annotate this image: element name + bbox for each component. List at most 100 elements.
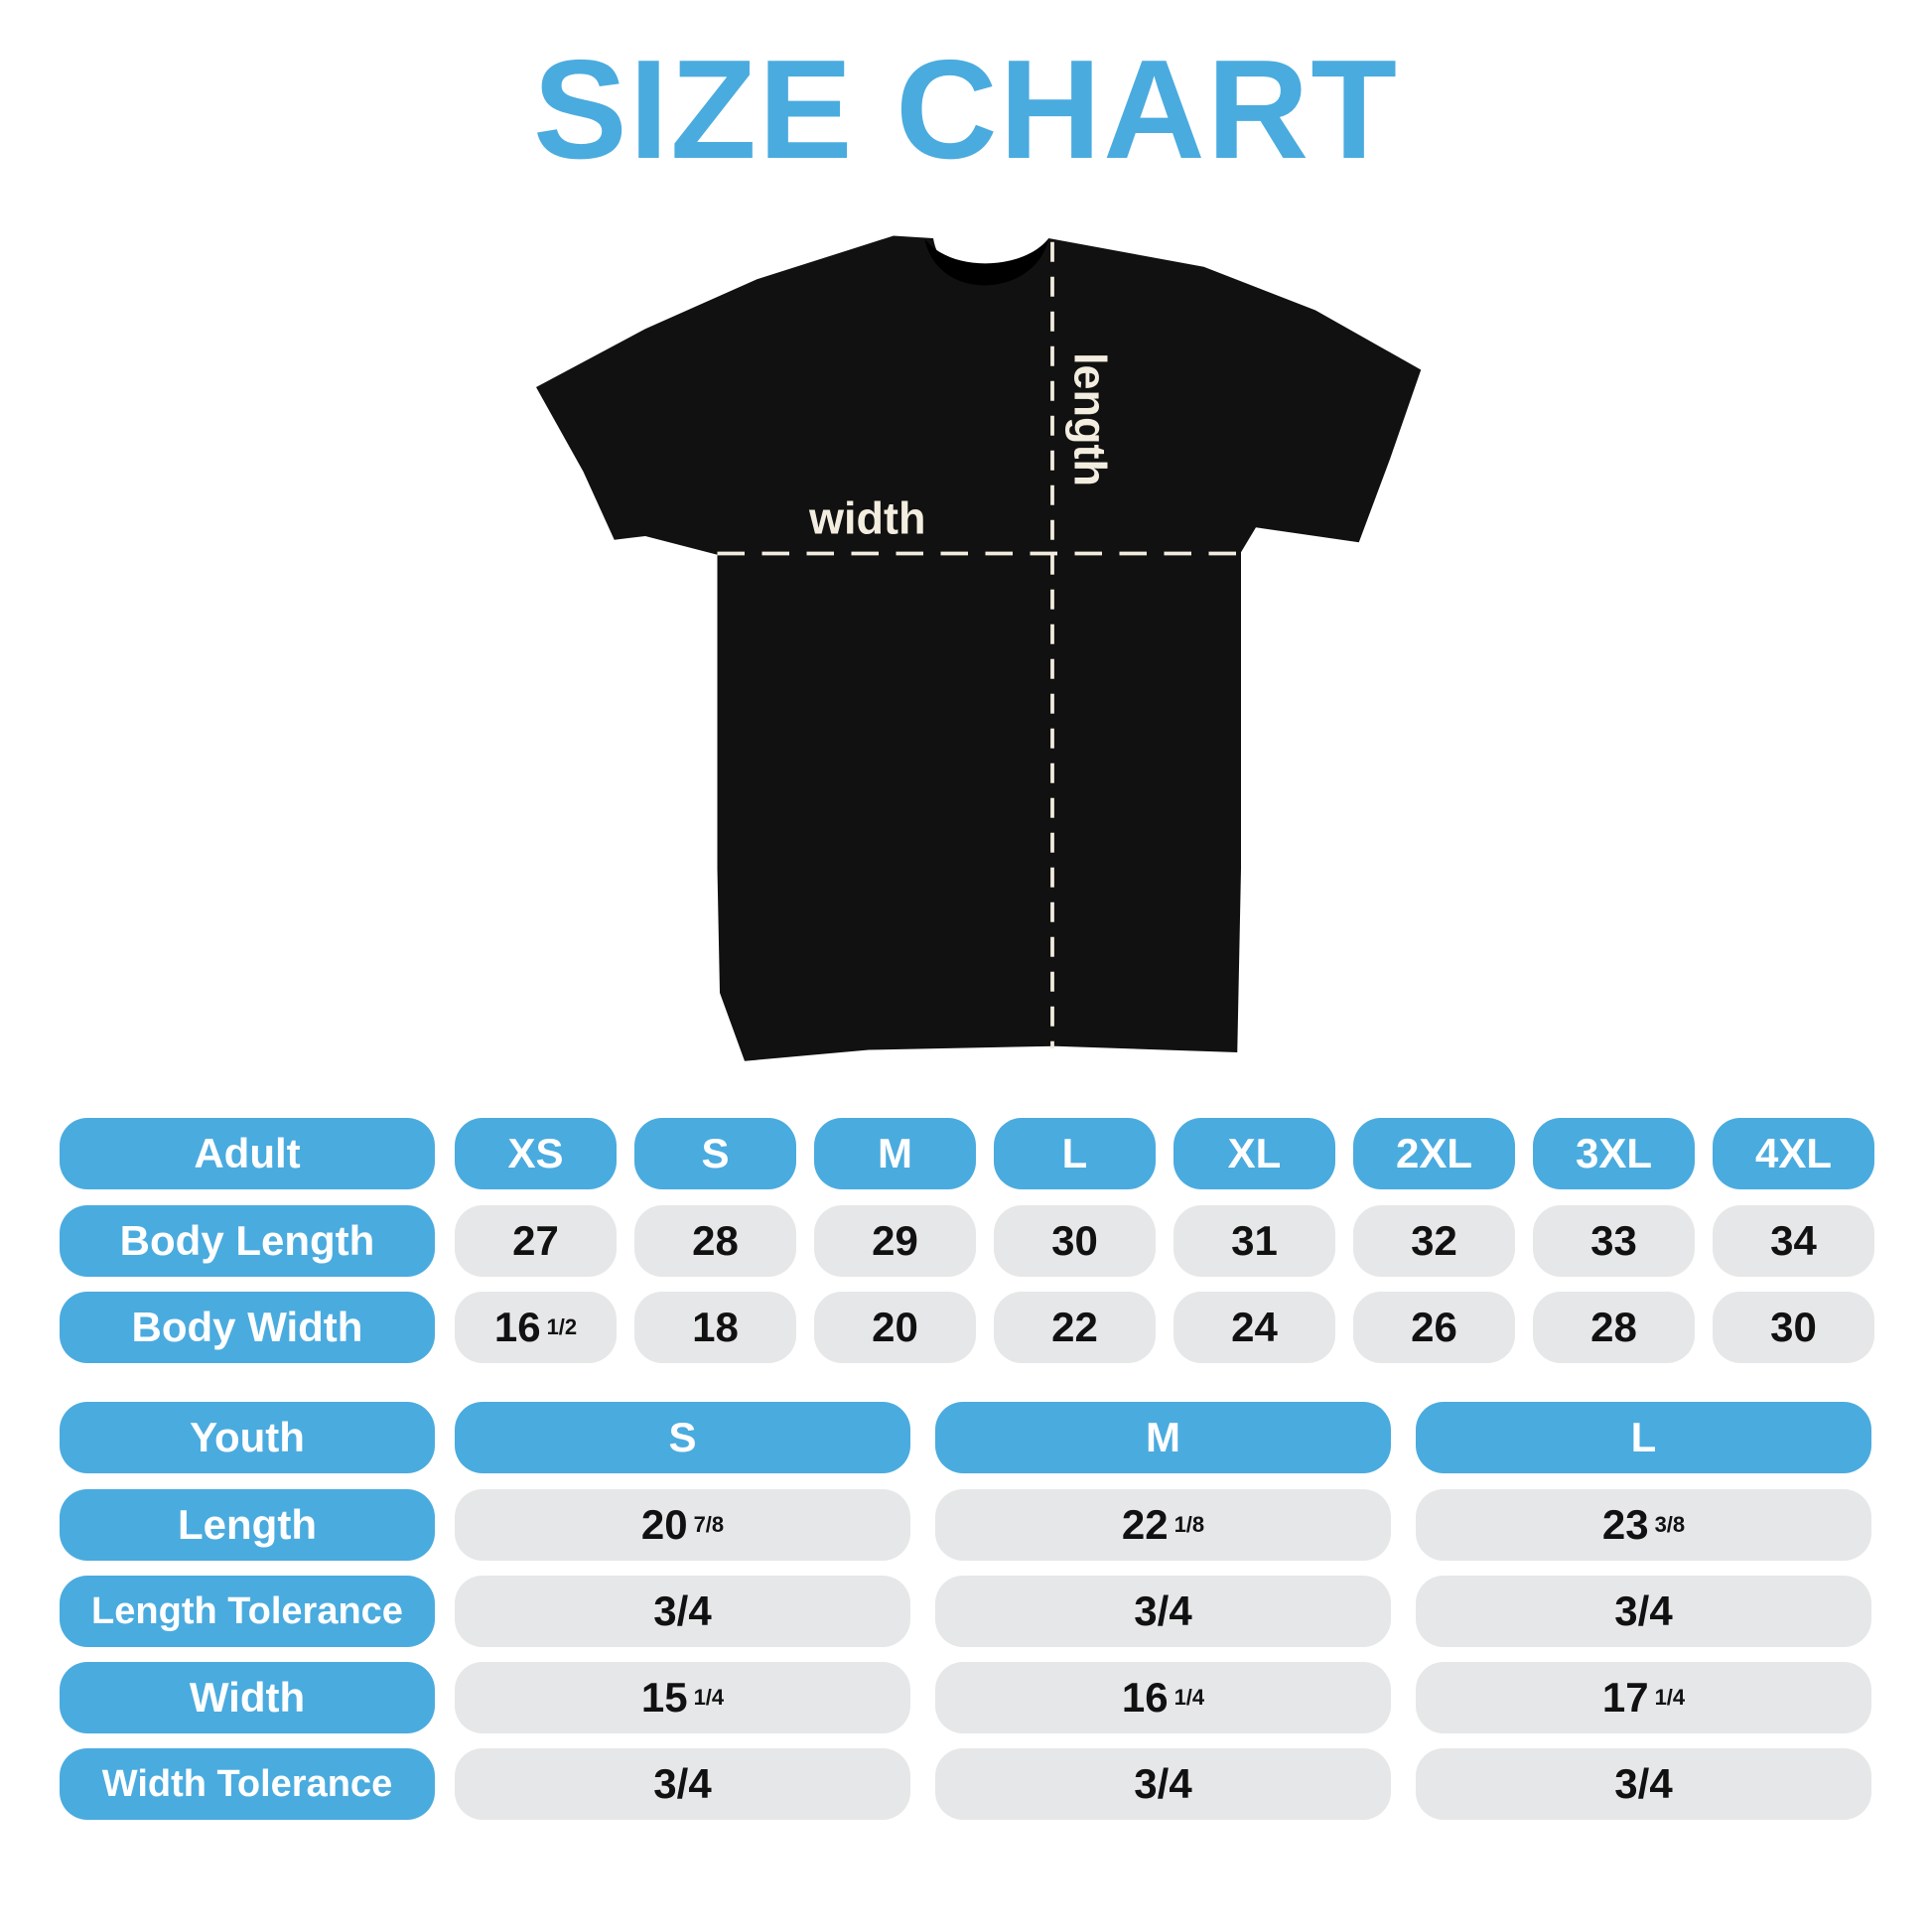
cell-fraction: 1/4 — [693, 1685, 725, 1710]
youth-row-label: Length Tolerance — [60, 1576, 435, 1647]
cell-fraction: 1/4 — [1654, 1685, 1686, 1710]
table-cell: 28 — [1533, 1292, 1695, 1363]
cell-value: 27 — [512, 1217, 559, 1264]
size-label: M — [878, 1130, 912, 1176]
table-cell: 22 — [994, 1292, 1156, 1363]
cell-value: 28 — [1590, 1304, 1637, 1350]
adult-row-label: Body Width — [60, 1292, 435, 1363]
youth-header-text: Youth — [190, 1414, 305, 1460]
cell-value: 24 — [1231, 1304, 1278, 1350]
size-label: 2XL — [1395, 1130, 1473, 1176]
table-cell: 18 — [634, 1292, 796, 1363]
youth-row-label: Length — [60, 1489, 435, 1561]
table-cell: 32 — [1353, 1205, 1515, 1277]
youth-row-label: Width — [60, 1662, 435, 1733]
cell-value: 20 — [640, 1501, 688, 1548]
table-cell: 3/4 — [455, 1576, 910, 1647]
collar-icon — [924, 238, 1049, 286]
table-cell: 27 — [455, 1205, 617, 1277]
cell-value: 34 — [1770, 1217, 1817, 1264]
cell-value: 32 — [1411, 1217, 1457, 1264]
youth-size-header: L — [1416, 1402, 1871, 1473]
adult-size-header: XL — [1173, 1118, 1335, 1189]
adult-size-header: 2XL — [1353, 1118, 1515, 1189]
cell-value: 29 — [872, 1217, 918, 1264]
size-label: S — [668, 1414, 697, 1460]
row-label-text: Width — [189, 1674, 306, 1721]
adult-header-text: Adult — [194, 1130, 301, 1176]
adult-size-header: XS — [455, 1118, 617, 1189]
table-cell: 29 — [814, 1205, 976, 1277]
size-label: L — [1630, 1414, 1657, 1460]
cell-value: 17 — [1601, 1674, 1649, 1721]
row-label-text: Body Length — [119, 1217, 375, 1264]
row-label-text: Width Tolerance — [101, 1762, 393, 1805]
youth-size-header: S — [455, 1402, 910, 1473]
cell-fraction: 1/4 — [1173, 1685, 1205, 1710]
size-label: S — [701, 1130, 730, 1176]
adult-size-header: M — [814, 1118, 976, 1189]
cell-value: 15 — [640, 1674, 688, 1721]
table-cell: 20 — [814, 1292, 976, 1363]
width-label: width — [808, 493, 925, 544]
tshirt-shape — [536, 235, 1422, 1061]
adult-header-label: Adult — [60, 1118, 435, 1189]
table-cell: 3/4 — [1416, 1748, 1871, 1820]
cell-value: 3/4 — [1614, 1760, 1673, 1807]
youth-size-header: M — [935, 1402, 1391, 1473]
row-label-text: Body Width — [131, 1304, 363, 1350]
adult-size-header: L — [994, 1118, 1156, 1189]
cell-value: 22 — [1121, 1501, 1169, 1548]
row-label-text: Length Tolerance — [91, 1589, 403, 1632]
cell-value: 3/4 — [1134, 1760, 1192, 1807]
table-cell: 17 1/4 — [1416, 1662, 1871, 1733]
row-label-text: Length — [178, 1501, 317, 1548]
size-label: XL — [1227, 1130, 1282, 1176]
cell-value: 33 — [1590, 1217, 1637, 1264]
table-cell: 30 — [994, 1205, 1156, 1277]
table-cell: 20 7/8 — [455, 1489, 910, 1561]
cell-value: 23 — [1601, 1501, 1649, 1548]
adult-size-header: 4XL — [1713, 1118, 1874, 1189]
page-title: SIZE CHART — [533, 31, 1399, 189]
tshirt-diagram: width length — [536, 235, 1422, 1061]
table-cell: 26 — [1353, 1292, 1515, 1363]
table-cell: 15 1/4 — [455, 1662, 910, 1733]
cell-value: 16 — [1121, 1674, 1169, 1721]
cell-fraction: 3/8 — [1654, 1512, 1686, 1537]
adult-row-label: Body Length — [60, 1205, 435, 1277]
table-cell: 3/4 — [935, 1748, 1391, 1820]
cell-value: 3/4 — [1134, 1587, 1192, 1634]
youth-row-label: Width Tolerance — [60, 1748, 435, 1820]
size-label: M — [1146, 1414, 1180, 1460]
table-cell: 16 1/4 — [935, 1662, 1391, 1733]
cell-value: 20 — [872, 1304, 918, 1350]
table-cell: 23 3/8 — [1416, 1489, 1871, 1561]
adult-size-header: S — [634, 1118, 796, 1189]
size-label: 3XL — [1575, 1130, 1653, 1176]
cell-fraction: 1/8 — [1173, 1512, 1205, 1537]
cell-value: 28 — [692, 1217, 739, 1264]
cell-fraction: 1/2 — [546, 1314, 578, 1339]
cell-value: 3/4 — [1614, 1587, 1673, 1634]
table-cell: 31 — [1173, 1205, 1335, 1277]
cell-value: 31 — [1231, 1217, 1278, 1264]
length-label: length — [1065, 352, 1116, 486]
table-cell: 33 — [1533, 1205, 1695, 1277]
cell-fraction: 7/8 — [693, 1512, 725, 1537]
cell-value: 30 — [1051, 1217, 1098, 1264]
table-cell: 22 1/8 — [935, 1489, 1391, 1561]
table-cell: 3/4 — [455, 1748, 910, 1820]
table-cell: 16 1/2 — [455, 1292, 617, 1363]
cell-value: 26 — [1411, 1304, 1457, 1350]
cell-value: 16 — [493, 1304, 541, 1350]
cell-value: 3/4 — [653, 1587, 712, 1634]
adult-size-header: 3XL — [1533, 1118, 1695, 1189]
size-label: 4XL — [1754, 1130, 1833, 1176]
cell-value: 22 — [1051, 1304, 1098, 1350]
table-cell: 28 — [634, 1205, 796, 1277]
table-cell: 3/4 — [1416, 1576, 1871, 1647]
cell-value: 3/4 — [653, 1760, 712, 1807]
youth-header-label: Youth — [60, 1402, 435, 1473]
cell-value: 18 — [692, 1304, 739, 1350]
